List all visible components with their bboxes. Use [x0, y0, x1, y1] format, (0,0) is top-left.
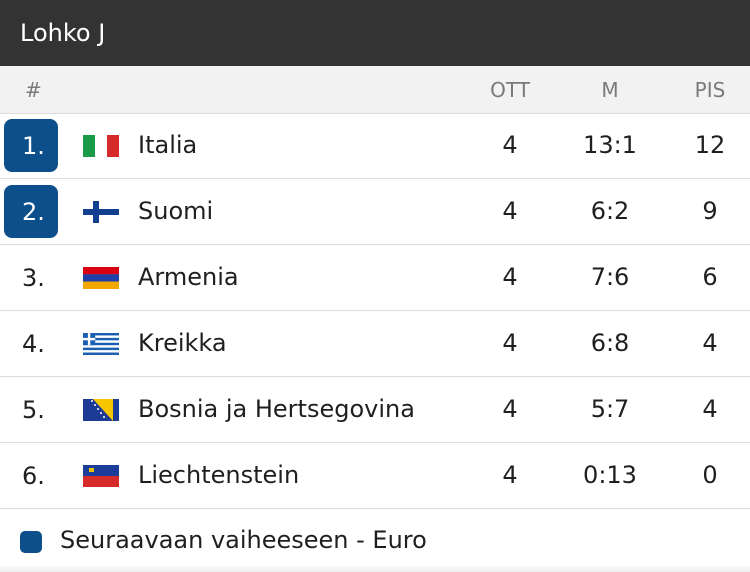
- played-value: 4: [502, 461, 518, 489]
- italy-flag-icon: [83, 135, 119, 157]
- team-name: Bosnia ja Hertsegovina: [138, 395, 415, 423]
- liechtenstein-flag-icon: [83, 465, 119, 487]
- team-name: Armenia: [138, 263, 239, 291]
- played-value: 4: [502, 395, 518, 423]
- played-value: 4: [502, 329, 518, 357]
- column-header-played: OTT: [490, 78, 530, 102]
- table-row[interactable]: 2. Suomi 4 6:2 9: [0, 179, 750, 245]
- goals-value: 7:6: [590, 263, 630, 291]
- table-row[interactable]: 3. Armenia 4 7:6 6: [0, 245, 750, 311]
- column-header-row: # OTT M PIS: [0, 66, 750, 114]
- team-name: Suomi: [138, 197, 214, 225]
- table-row[interactable]: 5. Bosnia ja Hertsegovina 4 5:7 4: [0, 377, 750, 443]
- goals-value: 0:13: [583, 461, 637, 489]
- goals-value: 13:1: [583, 131, 637, 159]
- rank-label: 3.: [22, 263, 45, 292]
- armenia-flag-icon: [83, 267, 119, 289]
- rank-label: 5.: [22, 395, 45, 424]
- column-header-goals: M: [601, 78, 619, 102]
- bottom-divider: [0, 565, 750, 572]
- bosnia-herzegovina-flag-icon: [83, 399, 119, 421]
- table-row[interactable]: 4. Kreikka 4 6:8 4: [0, 311, 750, 377]
- points-value: 0: [702, 461, 718, 489]
- goals-value: 6:8: [590, 329, 630, 357]
- points-value: 12: [694, 131, 726, 159]
- points-value: 4: [702, 395, 718, 423]
- table-row[interactable]: 6. Liechtenstein 4 0:13 0: [0, 443, 750, 509]
- finland-flag-icon: [83, 201, 119, 223]
- table-row[interactable]: 1. Italia 4 13:1 12: [0, 113, 750, 179]
- team-name: Liechtenstein: [138, 461, 300, 489]
- column-header-points: PIS: [694, 78, 726, 102]
- played-value: 4: [502, 197, 518, 225]
- qualification-legend: Seuraavaan vaiheeseen - Euro: [0, 521, 750, 565]
- group-header: Lohko J: [0, 0, 750, 66]
- played-value: 4: [502, 263, 518, 291]
- points-value: 9: [702, 197, 718, 225]
- greece-flag-icon: [83, 333, 119, 355]
- column-header-rank: #: [25, 78, 42, 102]
- rank-label: 6.: [22, 461, 45, 490]
- rank-label: 4.: [22, 329, 45, 358]
- team-name: Kreikka: [138, 329, 227, 357]
- goals-value: 6:2: [590, 197, 630, 225]
- group-title: Lohko J: [20, 19, 106, 47]
- points-value: 4: [702, 329, 718, 357]
- points-value: 6: [702, 263, 718, 291]
- goals-value: 5:7: [590, 395, 630, 423]
- legend-label: Seuraavaan vaiheeseen - Euro: [60, 526, 427, 554]
- rank-badge: 2.: [4, 185, 58, 238]
- legend-swatch: [20, 531, 42, 553]
- team-name: Italia: [138, 131, 198, 159]
- played-value: 4: [502, 131, 518, 159]
- rank-badge: 1.: [4, 119, 58, 172]
